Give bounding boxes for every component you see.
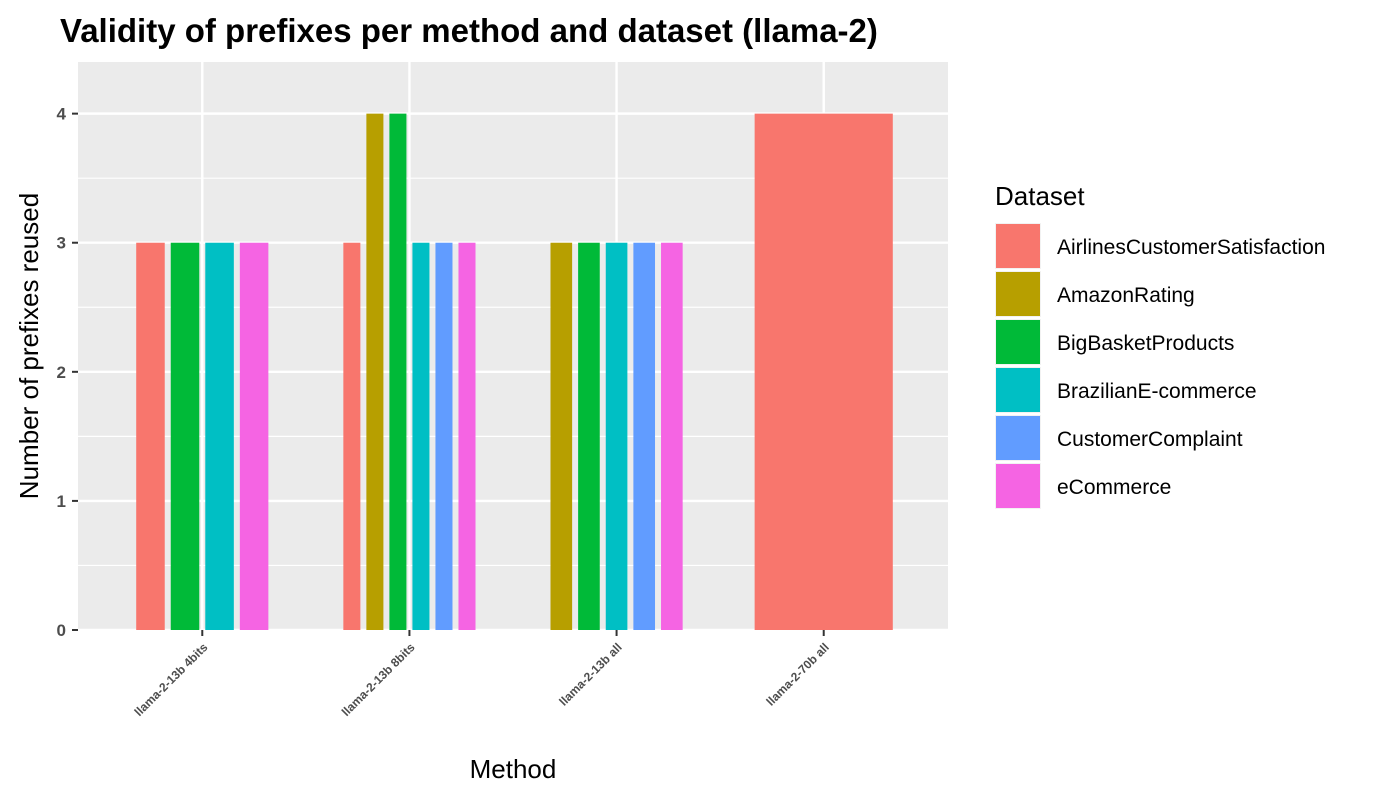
x-axis-title: Method bbox=[470, 754, 557, 784]
legend-swatch bbox=[996, 224, 1040, 268]
legend-swatch bbox=[996, 416, 1040, 460]
bar bbox=[458, 242, 476, 630]
bar bbox=[633, 242, 656, 630]
bar bbox=[550, 242, 573, 630]
legend-label: CustomerComplaint bbox=[1057, 428, 1243, 451]
y-axis: 0 1 2 3 4 bbox=[57, 105, 78, 640]
legend-label: BigBasketProducts bbox=[1057, 332, 1234, 355]
y-tick-label: 4 bbox=[57, 105, 67, 124]
y-axis-title: Number of prefixes reused bbox=[14, 193, 44, 499]
bar bbox=[605, 242, 628, 630]
legend-swatch bbox=[996, 368, 1040, 412]
bar bbox=[136, 242, 165, 630]
legend-label: eCommerce bbox=[1057, 476, 1171, 499]
y-tick-label: 1 bbox=[57, 492, 66, 511]
x-tick-label: llama-2-13b 8bits bbox=[339, 640, 418, 719]
bar bbox=[205, 242, 234, 630]
bar bbox=[661, 242, 683, 630]
legend-title: Dataset bbox=[995, 181, 1085, 211]
bar bbox=[578, 242, 600, 630]
legend-label: AmazonRating bbox=[1057, 284, 1195, 307]
legend-swatch bbox=[996, 464, 1040, 508]
bar bbox=[239, 242, 269, 630]
legend-label: AirlinesCustomerSatisfaction bbox=[1057, 236, 1325, 259]
x-axis: llama-2-13b 4bits llama-2-13b 8bits llama-… bbox=[132, 630, 832, 719]
bar bbox=[366, 113, 384, 631]
bar bbox=[435, 242, 453, 630]
bar bbox=[343, 242, 361, 630]
legend-swatch bbox=[996, 320, 1040, 364]
legend-label: BrazilianE-commerce bbox=[1057, 380, 1257, 403]
y-tick-label: 0 bbox=[57, 621, 66, 640]
x-tick-label: llama-2-13b 4bits bbox=[132, 640, 211, 719]
bars bbox=[136, 113, 893, 631]
bar bbox=[412, 242, 430, 630]
bar bbox=[170, 242, 200, 630]
legend: Dataset AirlinesCustomerSatisfaction Amaz… bbox=[995, 181, 1325, 509]
legend-swatch bbox=[996, 272, 1040, 316]
bar bbox=[389, 113, 407, 631]
y-tick-label: 2 bbox=[57, 363, 66, 382]
bar bbox=[754, 113, 893, 631]
x-tick-label: llama-2-13b all bbox=[556, 640, 624, 708]
y-tick-label: 3 bbox=[57, 234, 66, 253]
x-tick-label: llama-2-70b all bbox=[763, 640, 831, 708]
chart-title: Validity of prefixes per method and data… bbox=[60, 12, 878, 49]
